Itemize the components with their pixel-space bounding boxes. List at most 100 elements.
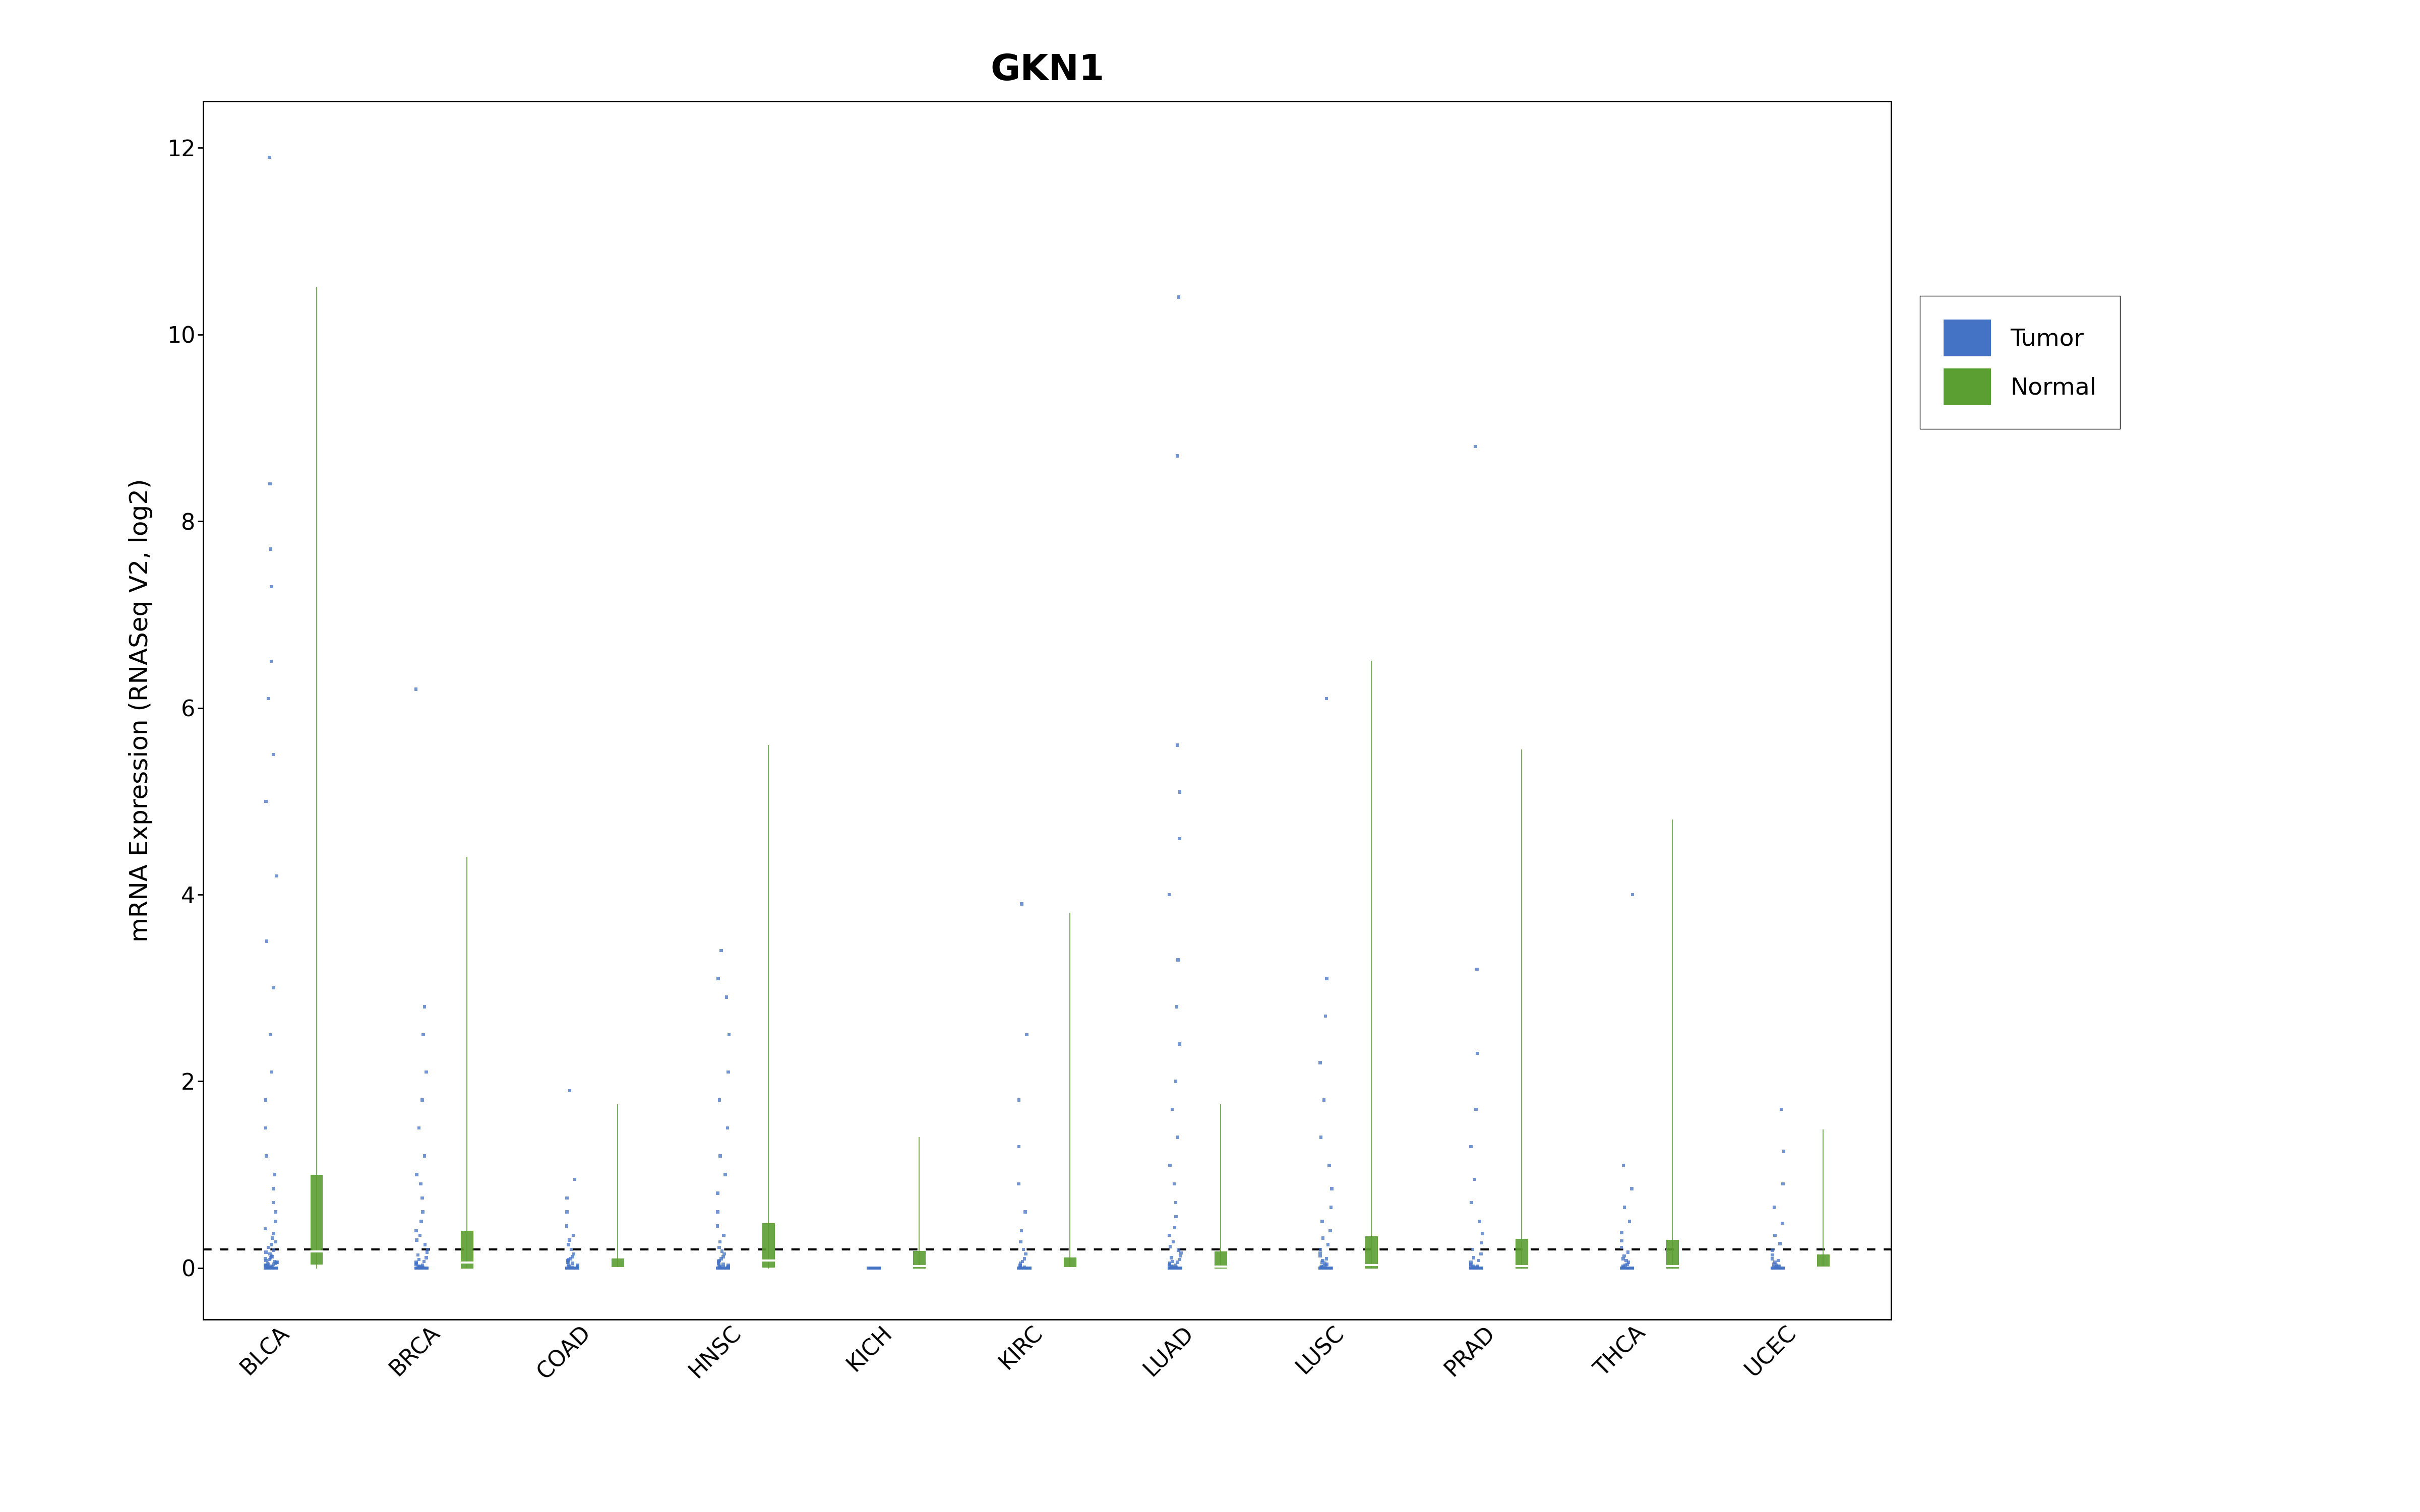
Point — [247, 1249, 286, 1273]
Point — [1454, 1237, 1493, 1261]
Point — [1157, 1256, 1195, 1281]
Point — [1764, 1211, 1803, 1235]
Point — [852, 1256, 891, 1281]
Point — [257, 1256, 295, 1281]
Point — [1612, 1256, 1650, 1281]
Point — [397, 1256, 436, 1281]
Point — [852, 1256, 891, 1281]
Point — [1159, 286, 1198, 310]
Point — [1604, 1256, 1643, 1281]
Point — [1607, 1256, 1646, 1281]
Point — [859, 1256, 898, 1281]
Point — [1307, 1256, 1346, 1281]
Point — [1609, 1256, 1648, 1281]
Point — [1752, 1246, 1791, 1270]
Point — [1607, 1252, 1646, 1276]
Point — [699, 1249, 738, 1273]
Point — [554, 1256, 593, 1281]
Point — [407, 1256, 445, 1281]
Point — [1307, 1246, 1346, 1270]
Point — [1309, 1154, 1348, 1178]
Point — [402, 1256, 440, 1281]
Point — [407, 1232, 445, 1256]
Point — [704, 1256, 743, 1281]
Point — [247, 1087, 286, 1111]
Point — [1454, 1256, 1493, 1281]
Point — [249, 1256, 288, 1281]
Point — [1007, 1256, 1045, 1281]
Point — [404, 1256, 443, 1281]
Point — [247, 1256, 286, 1281]
Point — [1457, 1256, 1496, 1281]
Point — [1004, 1256, 1043, 1281]
Point — [1452, 1250, 1491, 1275]
Point — [407, 1256, 445, 1281]
Point — [849, 1256, 888, 1281]
Point — [1162, 1256, 1200, 1281]
Point — [252, 1253, 290, 1278]
Point — [1754, 1256, 1793, 1281]
Point — [252, 1256, 290, 1281]
Point — [1307, 1256, 1346, 1281]
Point — [554, 1256, 593, 1281]
Point — [247, 1253, 286, 1278]
Point — [1762, 1256, 1800, 1281]
Point — [1454, 1256, 1493, 1281]
Point — [1759, 1256, 1798, 1281]
Point — [1752, 1238, 1791, 1263]
Point — [254, 1176, 293, 1201]
Point — [257, 1163, 295, 1187]
Point — [1462, 1256, 1500, 1281]
Point — [1002, 1256, 1041, 1281]
Point — [1759, 1256, 1798, 1281]
Point — [257, 1256, 295, 1281]
Point — [852, 1256, 891, 1281]
Point — [549, 1228, 588, 1252]
Point — [1312, 1256, 1350, 1281]
Point — [1457, 1253, 1496, 1278]
Point — [1009, 1256, 1048, 1281]
Bar — [1065, 1258, 1077, 1269]
Point — [857, 1256, 895, 1281]
Point — [402, 1256, 440, 1281]
Point — [1007, 1256, 1045, 1281]
Point — [1159, 827, 1198, 851]
Point — [1459, 1256, 1498, 1281]
Point — [554, 1256, 593, 1281]
Point — [252, 1232, 290, 1256]
Point — [1309, 1256, 1348, 1281]
Point — [857, 1256, 895, 1281]
Point — [1309, 1256, 1348, 1281]
Point — [1302, 1256, 1341, 1281]
Point — [1452, 1256, 1491, 1281]
Point — [1152, 1256, 1191, 1281]
Point — [1304, 1256, 1343, 1281]
Point — [704, 1252, 743, 1276]
Point — [1454, 1246, 1493, 1270]
Point — [1459, 1255, 1498, 1279]
Point — [1457, 1042, 1496, 1066]
Point — [857, 1256, 895, 1281]
Point — [549, 1256, 588, 1281]
Point — [709, 1256, 748, 1281]
Point — [1150, 1252, 1188, 1276]
Point — [254, 1255, 293, 1279]
Point — [557, 1256, 595, 1281]
Point — [1157, 1256, 1195, 1281]
Point — [247, 1256, 286, 1281]
Point — [1759, 1256, 1798, 1281]
Point — [1604, 1256, 1643, 1281]
Point — [1152, 1253, 1191, 1278]
Point — [1609, 1256, 1648, 1281]
Point — [1002, 1256, 1041, 1281]
Point — [552, 1256, 590, 1281]
Point — [1152, 1256, 1191, 1281]
Point — [1159, 443, 1198, 467]
Point — [247, 1253, 286, 1278]
Point — [557, 1256, 595, 1281]
Bar — [310, 1175, 322, 1264]
Point — [399, 1243, 438, 1267]
Point — [402, 1172, 440, 1196]
Point — [399, 1256, 438, 1281]
Point — [549, 1249, 588, 1273]
